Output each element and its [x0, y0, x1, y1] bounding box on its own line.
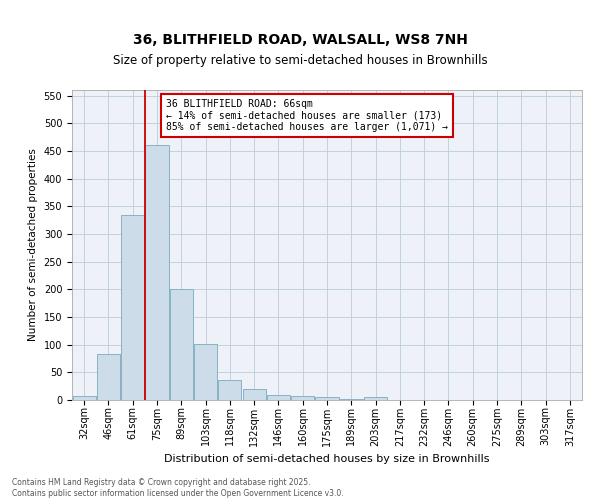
Bar	[364, 397, 387, 400]
Bar	[291, 396, 314, 400]
Bar	[218, 380, 241, 400]
Bar	[267, 395, 290, 400]
Bar	[194, 344, 217, 400]
Bar	[73, 396, 95, 400]
Bar	[121, 214, 144, 400]
Text: Size of property relative to semi-detached houses in Brownhills: Size of property relative to semi-detach…	[113, 54, 487, 68]
Y-axis label: Number of semi-detached properties: Number of semi-detached properties	[28, 148, 38, 342]
Text: 36, BLITHFIELD ROAD, WALSALL, WS8 7NH: 36, BLITHFIELD ROAD, WALSALL, WS8 7NH	[133, 34, 467, 48]
Bar	[242, 389, 266, 400]
X-axis label: Distribution of semi-detached houses by size in Brownhills: Distribution of semi-detached houses by …	[164, 454, 490, 464]
Bar	[97, 354, 120, 400]
Bar	[170, 290, 193, 400]
Text: 36 BLITHFIELD ROAD: 66sqm
← 14% of semi-detached houses are smaller (173)
85% of: 36 BLITHFIELD ROAD: 66sqm ← 14% of semi-…	[166, 100, 448, 132]
Text: Contains HM Land Registry data © Crown copyright and database right 2025.
Contai: Contains HM Land Registry data © Crown c…	[12, 478, 344, 498]
Bar	[145, 146, 169, 400]
Bar	[316, 397, 338, 400]
Bar	[340, 399, 363, 400]
